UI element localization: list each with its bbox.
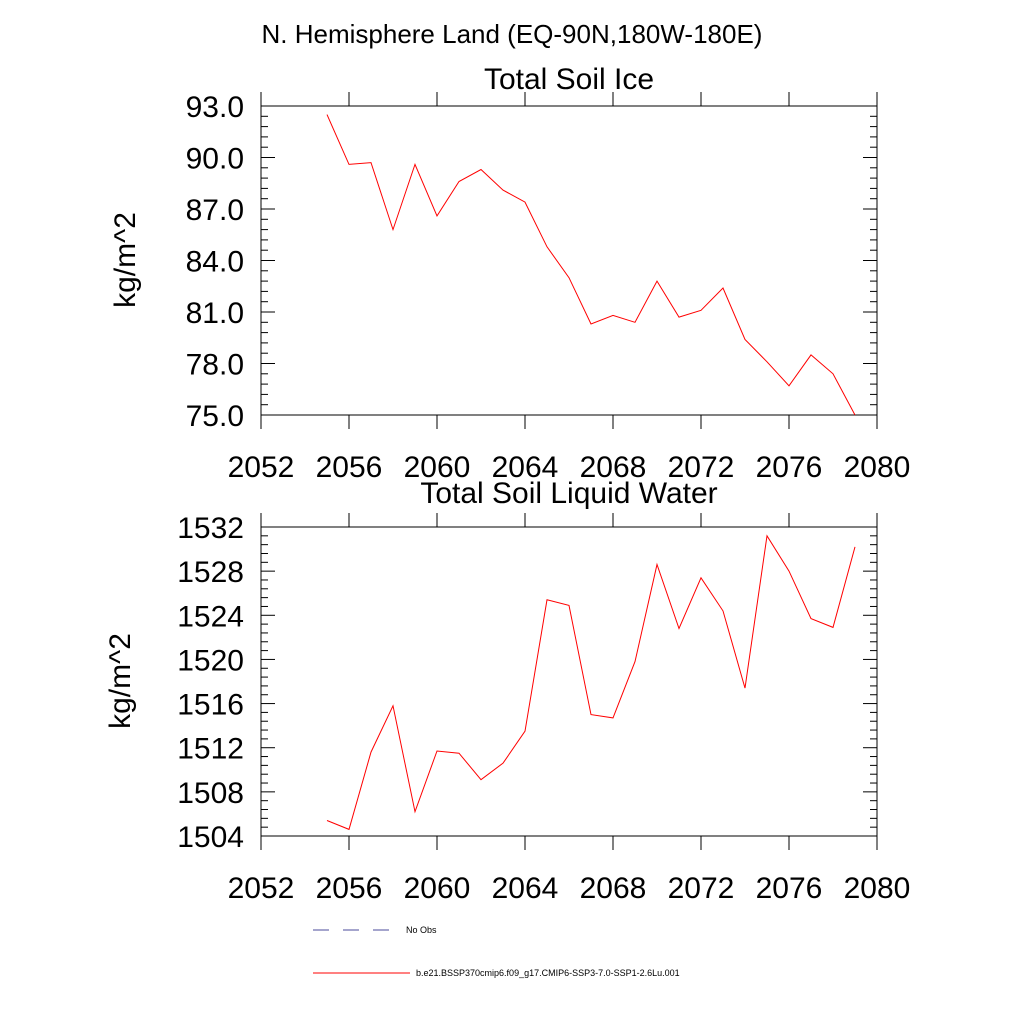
plot-frame <box>260 526 878 837</box>
x-tick-label: 2072 <box>668 451 735 484</box>
y-tick-label: 81.0 <box>186 297 244 330</box>
y-tick-label: 1504 <box>177 821 244 854</box>
x-tick-label: 2056 <box>316 451 383 484</box>
legend-entry-model-run: b.e21.BSSP370cmip6.f09_g17.CMIP6-SSP3-7.… <box>313 968 680 978</box>
legend-label: No Obs <box>406 925 437 935</box>
y-tick-label: 87.0 <box>186 194 244 227</box>
x-tick-label: 2072 <box>668 872 735 905</box>
plot-marks <box>326 114 856 416</box>
y-tick-label: 1528 <box>177 556 244 589</box>
chart-panel-soil-liquid-water: Total Soil Liquid Water kg/m^2 150415081… <box>104 477 910 905</box>
x-tick-label: 2080 <box>844 451 911 484</box>
x-tick-label: 2060 <box>404 451 471 484</box>
series-line <box>326 114 856 416</box>
plot-marks <box>326 534 856 831</box>
chart-panel-soil-ice: Total Soil Ice kg/m^2 75.0 78.0 81.0 84.0 87… <box>109 63 910 484</box>
y-tick-label: 93.0 <box>186 91 244 124</box>
x-tick-label: 2064 <box>492 872 559 905</box>
x-tick-label: 2060 <box>404 872 471 905</box>
plot-axes: 75.0 78.0 81.0 84.0 87.0 90.0 93.0 2052 2056 2060… <box>186 91 911 484</box>
legend-entry-no-obs: No Obs <box>313 925 437 935</box>
y-tick-label: 84.0 <box>186 246 244 279</box>
y-tick-label: 90.0 <box>186 143 244 176</box>
plot-axes: 1504 1508 1512 1516 1520 1524 1528 1532 2052 2056… <box>177 512 910 905</box>
y-tick-label: 78.0 <box>186 349 244 382</box>
x-tick-label: 2052 <box>228 451 295 484</box>
x-tick-label: 2068 <box>580 872 647 905</box>
x-tick-label: 2068 <box>580 451 647 484</box>
x-tick-label: 2076 <box>756 451 823 484</box>
y-tick-label: 1508 <box>177 777 244 810</box>
y-tick-label: 1516 <box>177 689 244 722</box>
y-tick-label: 1512 <box>177 733 244 766</box>
x-tick-label: 2076 <box>756 872 823 905</box>
x-tick-label: 2064 <box>492 451 559 484</box>
x-tick-label: 2056 <box>316 872 383 905</box>
chart-title: Total Soil Liquid Water <box>420 477 717 510</box>
legend-label: b.e21.BSSP370cmip6.f09_g17.CMIP6-SSP3-7.… <box>416 968 680 978</box>
series-line <box>326 534 856 831</box>
y-tick-label: 1520 <box>177 644 244 677</box>
plot-frame <box>260 105 878 416</box>
y-tick-label: 1532 <box>177 512 244 545</box>
x-tick-label: 2080 <box>844 872 911 905</box>
region-title: N. Hemisphere Land (EQ-90N,180W-180E) <box>262 19 763 49</box>
chart-title: Total Soil Ice <box>484 63 654 96</box>
y-tick-label: 75.0 <box>186 400 244 433</box>
legend: No Obs b.e21.BSSP370cmip6.f09_g17.CMIP6-… <box>313 925 680 978</box>
y-axis-label: kg/m^2 <box>104 633 137 729</box>
y-tick-label: 1524 <box>177 600 244 633</box>
x-tick-label: 2052 <box>228 872 295 905</box>
y-axis-label: kg/m^2 <box>109 212 142 308</box>
